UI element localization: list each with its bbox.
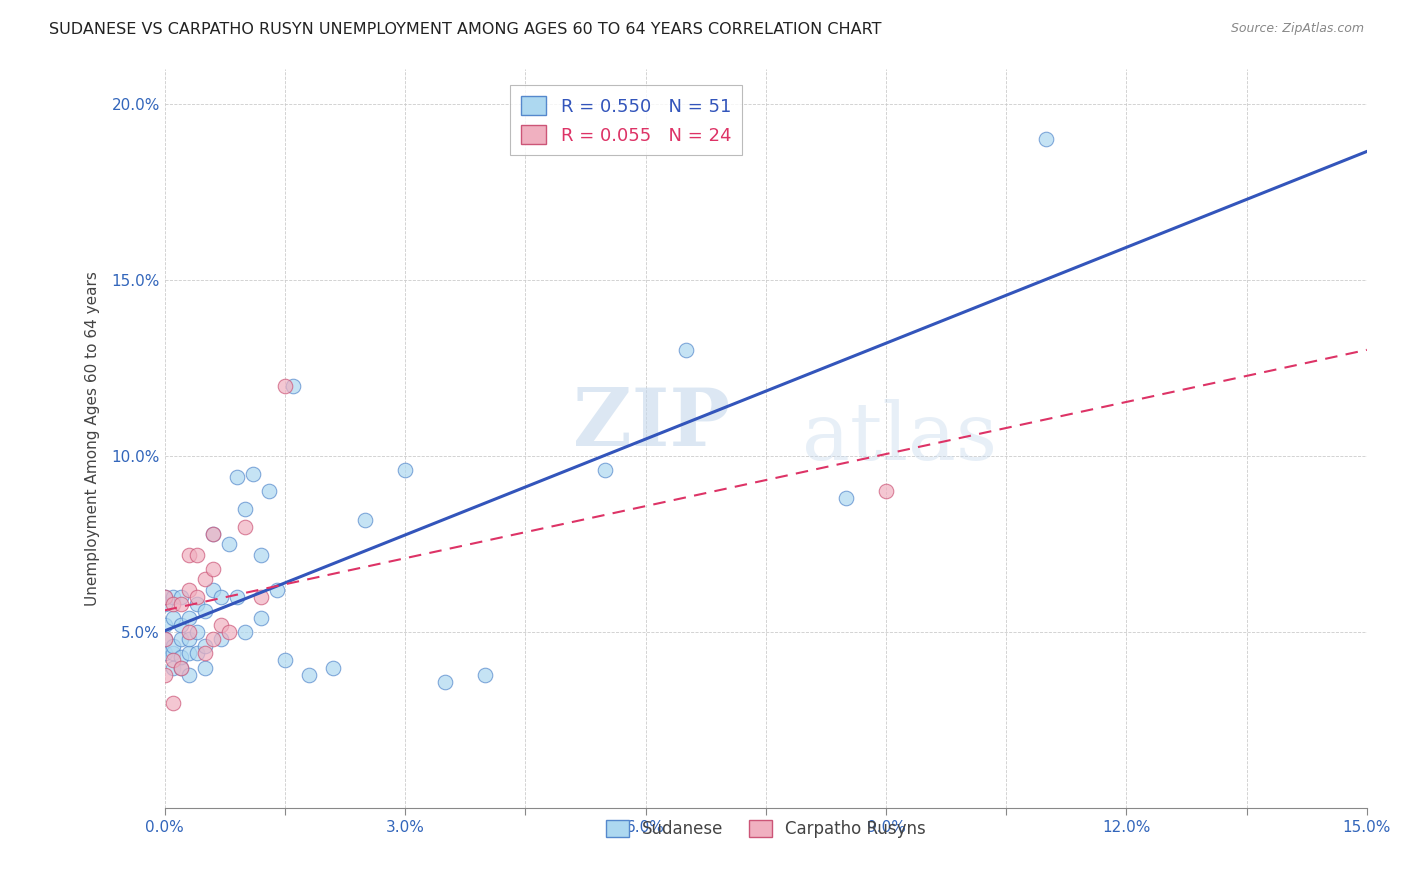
Point (209, 590, 232, 604)
Point (209, 632, 232, 647)
Point (298, 667, 321, 681)
Text: Source: ZipAtlas.com: Source: ZipAtlas.com (1230, 22, 1364, 36)
Point (225, 470, 247, 484)
Point (170, 632, 193, 647)
Point (162, 597, 184, 611)
Point (257, 484, 280, 499)
Point (274, 653, 297, 667)
Point (218, 537, 240, 551)
Point (177, 667, 200, 681)
Point (194, 604, 217, 618)
Point (170, 660, 193, 674)
Point (194, 660, 217, 674)
Point (153, 632, 176, 647)
Point (153, 632, 176, 647)
Point (170, 660, 193, 674)
Point (177, 632, 200, 647)
Point (233, 502, 256, 516)
Point (162, 640, 184, 654)
Point (186, 548, 208, 562)
Point (595, 463, 617, 477)
Point (153, 590, 176, 604)
Point (153, 667, 176, 681)
Point (322, 660, 344, 674)
Point (186, 590, 208, 604)
Point (194, 573, 217, 587)
Point (170, 618, 193, 632)
Text: SUDANESE VS CARPATHO RUSYN UNEMPLOYMENT AMONG AGES 60 TO 64 YEARS CORRELATION CH: SUDANESE VS CARPATHO RUSYN UNEMPLOYMENT … (49, 22, 882, 37)
Point (250, 611, 273, 625)
Point (274, 378, 297, 392)
Point (209, 618, 232, 632)
Point (233, 519, 256, 533)
Point (162, 653, 184, 667)
Point (153, 597, 176, 611)
Point (835, 491, 858, 506)
Point (177, 625, 200, 640)
Point (170, 649, 193, 664)
Point (153, 590, 176, 604)
Point (201, 526, 224, 541)
Point (250, 548, 273, 562)
Point (194, 640, 217, 654)
Point (177, 582, 200, 597)
Point (675, 343, 697, 358)
Point (201, 632, 224, 647)
Point (201, 526, 224, 541)
Point (162, 590, 184, 604)
Point (201, 562, 224, 576)
Legend: Sudanese, Carpatho Rusyns: Sudanese, Carpatho Rusyns (599, 813, 932, 845)
Point (162, 611, 184, 625)
Point (186, 647, 208, 661)
Y-axis label: Unemployment Among Ages 60 to 64 years: Unemployment Among Ages 60 to 64 years (86, 271, 100, 606)
Point (434, 674, 457, 689)
Point (153, 618, 176, 632)
Point (233, 625, 256, 640)
Point (177, 647, 200, 661)
Point (354, 512, 377, 526)
Point (394, 463, 416, 477)
Point (194, 647, 217, 661)
Point (281, 378, 304, 392)
Point (218, 625, 240, 640)
Point (225, 590, 247, 604)
Text: atlas: atlas (801, 400, 997, 477)
Point (170, 590, 193, 604)
Point (177, 611, 200, 625)
Point (177, 548, 200, 562)
Point (1035, 132, 1057, 146)
Point (266, 582, 288, 597)
Point (162, 647, 184, 661)
Point (242, 467, 264, 481)
Text: ZIP: ZIP (572, 384, 730, 463)
Point (186, 597, 208, 611)
Point (250, 590, 273, 604)
Point (474, 667, 496, 681)
Point (153, 647, 176, 661)
Point (162, 696, 184, 710)
Point (170, 597, 193, 611)
Point (201, 582, 224, 597)
Point (186, 625, 208, 640)
Point (162, 660, 184, 674)
Point (875, 484, 897, 499)
